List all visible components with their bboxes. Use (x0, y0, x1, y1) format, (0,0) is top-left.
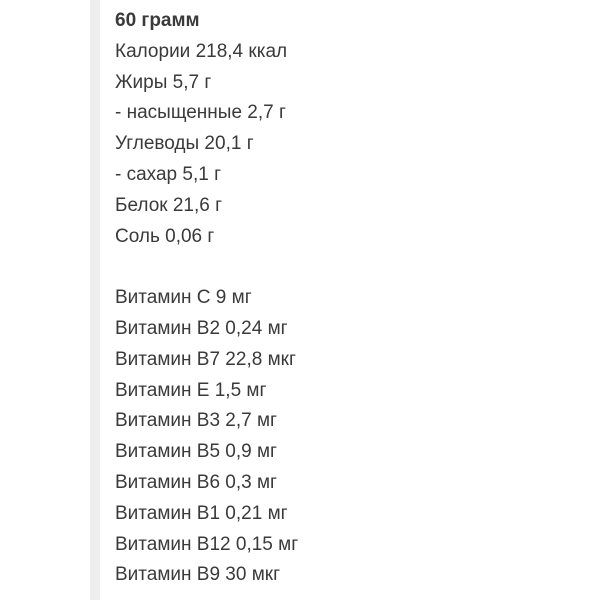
vitamin-item: Витамин B3 2,7 мг (115, 410, 277, 432)
vitamin-item: Витамин B9 30 мкг (115, 564, 281, 586)
vitamin-item: Витамин E 1,5 мг (115, 379, 267, 401)
nutrient-item: Калории 218,4 ккал (115, 40, 288, 62)
vitamin-item: Витамин B12 0,15 мг (115, 533, 299, 555)
vitamin-item: Витамин B5 0,9 мг (115, 441, 277, 463)
portion-title: 60 грамм (115, 10, 200, 31)
blockquote-border (90, 0, 100, 600)
vitamin-item: Витамин C 9 мг (115, 287, 252, 309)
nutrient-item: - насыщенные 2,7 г (115, 102, 286, 124)
nutrients-list: Калории 218,4 ккал Жиры 5,7 г - насыщенн… (115, 37, 298, 253)
nutrient-item: Белок 21,6 г (115, 194, 223, 216)
nutrition-info: 60 грамм Калории 218,4 ккал Жиры 5,7 г -… (115, 6, 298, 591)
nutrient-item: Углеводы 20,1 г (115, 133, 254, 155)
vitamins-list: Витамин C 9 мг Витамин B2 0,24 мг Витами… (115, 283, 298, 591)
vitamin-item: Витамин B6 0,3 мг (115, 471, 277, 493)
vitamin-item: Витамин B1 0,21 мг (115, 502, 288, 524)
nutrient-item: Жиры 5,7 г (115, 71, 212, 93)
nutrient-item: - сахар 5,1 г (115, 163, 221, 185)
vitamin-item: Витамин B2 0,24 мг (115, 317, 288, 339)
vitamin-item: Витамин B7 22,8 мкг (115, 348, 296, 370)
spacer (115, 252, 298, 283)
nutrient-item: Соль 0,06 г (115, 225, 215, 247)
